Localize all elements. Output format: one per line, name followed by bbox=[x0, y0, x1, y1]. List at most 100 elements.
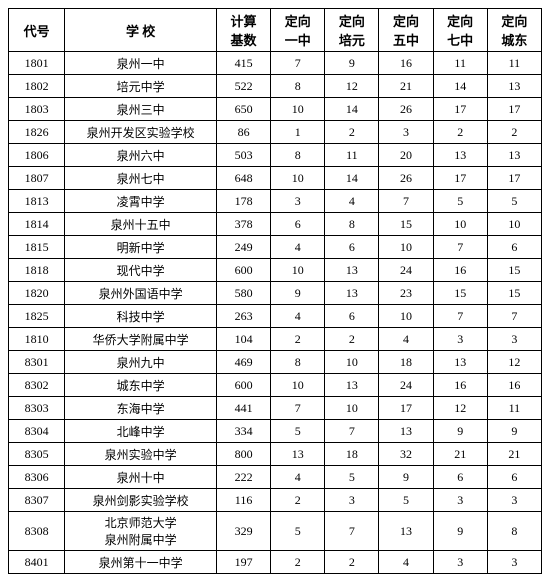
cell-c3: 3 bbox=[379, 121, 433, 144]
cell-base: 249 bbox=[216, 236, 270, 259]
cell-c3: 32 bbox=[379, 443, 433, 466]
table-body: 1801泉州一中415791611111802培元中学5228122114131… bbox=[9, 52, 542, 574]
table-row: 8303东海中学441710171211 bbox=[9, 397, 542, 420]
cell-c4: 9 bbox=[433, 512, 487, 551]
cell-c3: 24 bbox=[379, 374, 433, 397]
cell-c4: 14 bbox=[433, 75, 487, 98]
cell-code: 8308 bbox=[9, 512, 65, 551]
cell-c2: 13 bbox=[325, 374, 379, 397]
table-row: 1814泉州十五中37868151010 bbox=[9, 213, 542, 236]
cell-c5: 11 bbox=[487, 52, 541, 75]
cell-code: 8307 bbox=[9, 489, 65, 512]
allocation-table: 代号学 校计算基数定向一中定向培元定向五中定向七中定向城东 1801泉州一中41… bbox=[8, 8, 542, 574]
cell-c4: 6 bbox=[433, 466, 487, 489]
cell-code: 1810 bbox=[9, 328, 65, 351]
cell-base: 329 bbox=[216, 512, 270, 551]
cell-c1: 2 bbox=[271, 551, 325, 574]
cell-school: 泉州外国语中学 bbox=[65, 282, 217, 305]
cell-c4: 17 bbox=[433, 167, 487, 190]
cell-c2: 12 bbox=[325, 75, 379, 98]
cell-code: 8306 bbox=[9, 466, 65, 489]
cell-code: 1826 bbox=[9, 121, 65, 144]
cell-base: 650 bbox=[216, 98, 270, 121]
cell-c1: 8 bbox=[271, 144, 325, 167]
cell-c1: 10 bbox=[271, 374, 325, 397]
cell-c4: 10 bbox=[433, 213, 487, 236]
header-c3: 定向五中 bbox=[379, 9, 433, 52]
cell-base: 503 bbox=[216, 144, 270, 167]
cell-c2: 13 bbox=[325, 259, 379, 282]
cell-c1: 10 bbox=[271, 259, 325, 282]
cell-c4: 2 bbox=[433, 121, 487, 144]
cell-c5: 3 bbox=[487, 551, 541, 574]
cell-base: 600 bbox=[216, 374, 270, 397]
cell-school: 泉州第十一中学 bbox=[65, 551, 217, 574]
cell-c3: 24 bbox=[379, 259, 433, 282]
cell-base: 600 bbox=[216, 259, 270, 282]
cell-c5: 8 bbox=[487, 512, 541, 551]
cell-c5: 5 bbox=[487, 190, 541, 213]
table-row: 1820泉州外国语中学580913231515 bbox=[9, 282, 542, 305]
cell-c4: 13 bbox=[433, 144, 487, 167]
cell-code: 1807 bbox=[9, 167, 65, 190]
cell-c3: 15 bbox=[379, 213, 433, 236]
cell-school: 东海中学 bbox=[65, 397, 217, 420]
cell-school: 泉州六中 bbox=[65, 144, 217, 167]
cell-c5: 2 bbox=[487, 121, 541, 144]
cell-base: 263 bbox=[216, 305, 270, 328]
cell-c2: 8 bbox=[325, 213, 379, 236]
table-row: 1813凌霄中学17834755 bbox=[9, 190, 542, 213]
cell-c4: 11 bbox=[433, 52, 487, 75]
cell-c4: 15 bbox=[433, 282, 487, 305]
cell-c5: 13 bbox=[487, 144, 541, 167]
cell-c1: 8 bbox=[271, 75, 325, 98]
cell-base: 648 bbox=[216, 167, 270, 190]
cell-base: 415 bbox=[216, 52, 270, 75]
cell-c1: 8 bbox=[271, 351, 325, 374]
cell-school: 凌霄中学 bbox=[65, 190, 217, 213]
table-row: 1801泉州一中41579161111 bbox=[9, 52, 542, 75]
cell-c5: 7 bbox=[487, 305, 541, 328]
cell-c1: 10 bbox=[271, 98, 325, 121]
cell-c5: 13 bbox=[487, 75, 541, 98]
table-row: 8308北京师范大学泉州附属中学329571398 bbox=[9, 512, 542, 551]
cell-code: 1825 bbox=[9, 305, 65, 328]
cell-c5: 16 bbox=[487, 374, 541, 397]
cell-c1: 10 bbox=[271, 167, 325, 190]
header-code: 代号 bbox=[9, 9, 65, 52]
cell-base: 469 bbox=[216, 351, 270, 374]
table-row: 1818现代中学6001013241615 bbox=[9, 259, 542, 282]
cell-c3: 9 bbox=[379, 466, 433, 489]
table-header-row: 代号学 校计算基数定向一中定向培元定向五中定向七中定向城东 bbox=[9, 9, 542, 52]
table-row: 1806泉州六中503811201313 bbox=[9, 144, 542, 167]
cell-c5: 6 bbox=[487, 236, 541, 259]
cell-base: 334 bbox=[216, 420, 270, 443]
table-row: 8307泉州剑影实验学校11623533 bbox=[9, 489, 542, 512]
cell-c3: 4 bbox=[379, 551, 433, 574]
cell-school: 北峰中学 bbox=[65, 420, 217, 443]
cell-school: 泉州七中 bbox=[65, 167, 217, 190]
cell-c4: 7 bbox=[433, 236, 487, 259]
cell-c3: 13 bbox=[379, 512, 433, 551]
cell-code: 1815 bbox=[9, 236, 65, 259]
cell-school: 科技中学 bbox=[65, 305, 217, 328]
cell-school: 泉州一中 bbox=[65, 52, 217, 75]
cell-c2: 6 bbox=[325, 236, 379, 259]
cell-c1: 5 bbox=[271, 512, 325, 551]
cell-c1: 1 bbox=[271, 121, 325, 144]
table-row: 8305泉州实验中学8001318322121 bbox=[9, 443, 542, 466]
cell-c3: 18 bbox=[379, 351, 433, 374]
cell-c4: 5 bbox=[433, 190, 487, 213]
table-row: 1825科技中学263461077 bbox=[9, 305, 542, 328]
cell-c1: 2 bbox=[271, 489, 325, 512]
cell-c1: 2 bbox=[271, 328, 325, 351]
cell-c1: 3 bbox=[271, 190, 325, 213]
cell-c1: 4 bbox=[271, 236, 325, 259]
cell-c1: 6 bbox=[271, 213, 325, 236]
cell-c4: 13 bbox=[433, 351, 487, 374]
cell-c5: 3 bbox=[487, 489, 541, 512]
cell-base: 441 bbox=[216, 397, 270, 420]
cell-school: 城东中学 bbox=[65, 374, 217, 397]
header-c4: 定向七中 bbox=[433, 9, 487, 52]
cell-school: 泉州实验中学 bbox=[65, 443, 217, 466]
